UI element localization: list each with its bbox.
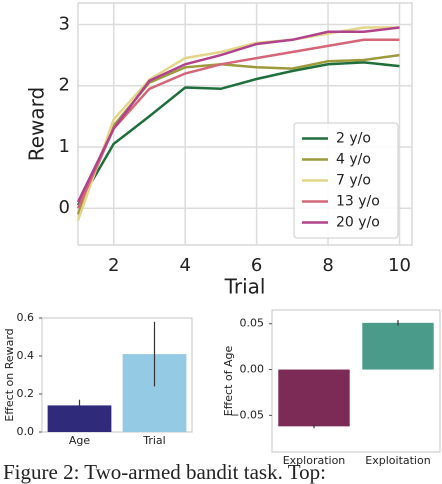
legend-label: 2 y/o xyxy=(336,131,371,147)
y-axis-label: Effect of Age xyxy=(222,346,235,417)
y-tick-label: 0.4 xyxy=(17,349,35,362)
x-tick-label: 10 xyxy=(388,255,411,276)
plot-frame xyxy=(271,309,441,453)
x-tick-label: Exploitation xyxy=(365,454,430,467)
series-line xyxy=(76,38,400,209)
y-axis-label: Reward xyxy=(25,87,49,161)
legend-box xyxy=(293,122,399,239)
bar xyxy=(278,369,350,427)
y-tick-label: 3 xyxy=(59,13,70,34)
legend-label: 7 y/o xyxy=(336,173,371,189)
bar xyxy=(362,322,434,370)
plot-frame xyxy=(77,2,413,246)
series-line xyxy=(76,26,400,203)
x-tick-label: 4 xyxy=(179,255,190,276)
legend-label: 20 y/o xyxy=(336,215,380,231)
y-axis-label: Effect on Reward xyxy=(3,328,16,421)
x-tick-label: 8 xyxy=(322,255,333,276)
x-axis-label: Trial xyxy=(224,275,266,299)
caption: Figure 2: Two-armed bandit task. Top: xyxy=(3,460,326,484)
series-line xyxy=(76,61,400,206)
y-tick-label: 0.2 xyxy=(17,387,35,400)
x-tick-label: Exploration xyxy=(283,454,346,467)
legend-label: 13 y/o xyxy=(336,194,380,210)
y-tick-label: 1 xyxy=(59,136,70,157)
y-tick-label: 0.0 xyxy=(17,425,35,438)
plot-frame xyxy=(41,317,193,433)
y-tick-label: 0.00 xyxy=(240,363,265,376)
y-tick-label: −0.05 xyxy=(230,408,264,421)
y-tick-label: 0.6 xyxy=(17,311,35,324)
x-tick-label: 6 xyxy=(251,255,262,276)
y-tick-label: 2 xyxy=(59,75,70,96)
y-tick-label: 0 xyxy=(59,197,70,218)
x-tick-label: Trial xyxy=(142,434,165,447)
legend-label: 4 y/o xyxy=(336,152,371,168)
y-tick-label: 0.05 xyxy=(240,317,265,330)
x-tick-label: Age xyxy=(69,434,91,447)
x-tick-label: 2 xyxy=(108,255,119,276)
